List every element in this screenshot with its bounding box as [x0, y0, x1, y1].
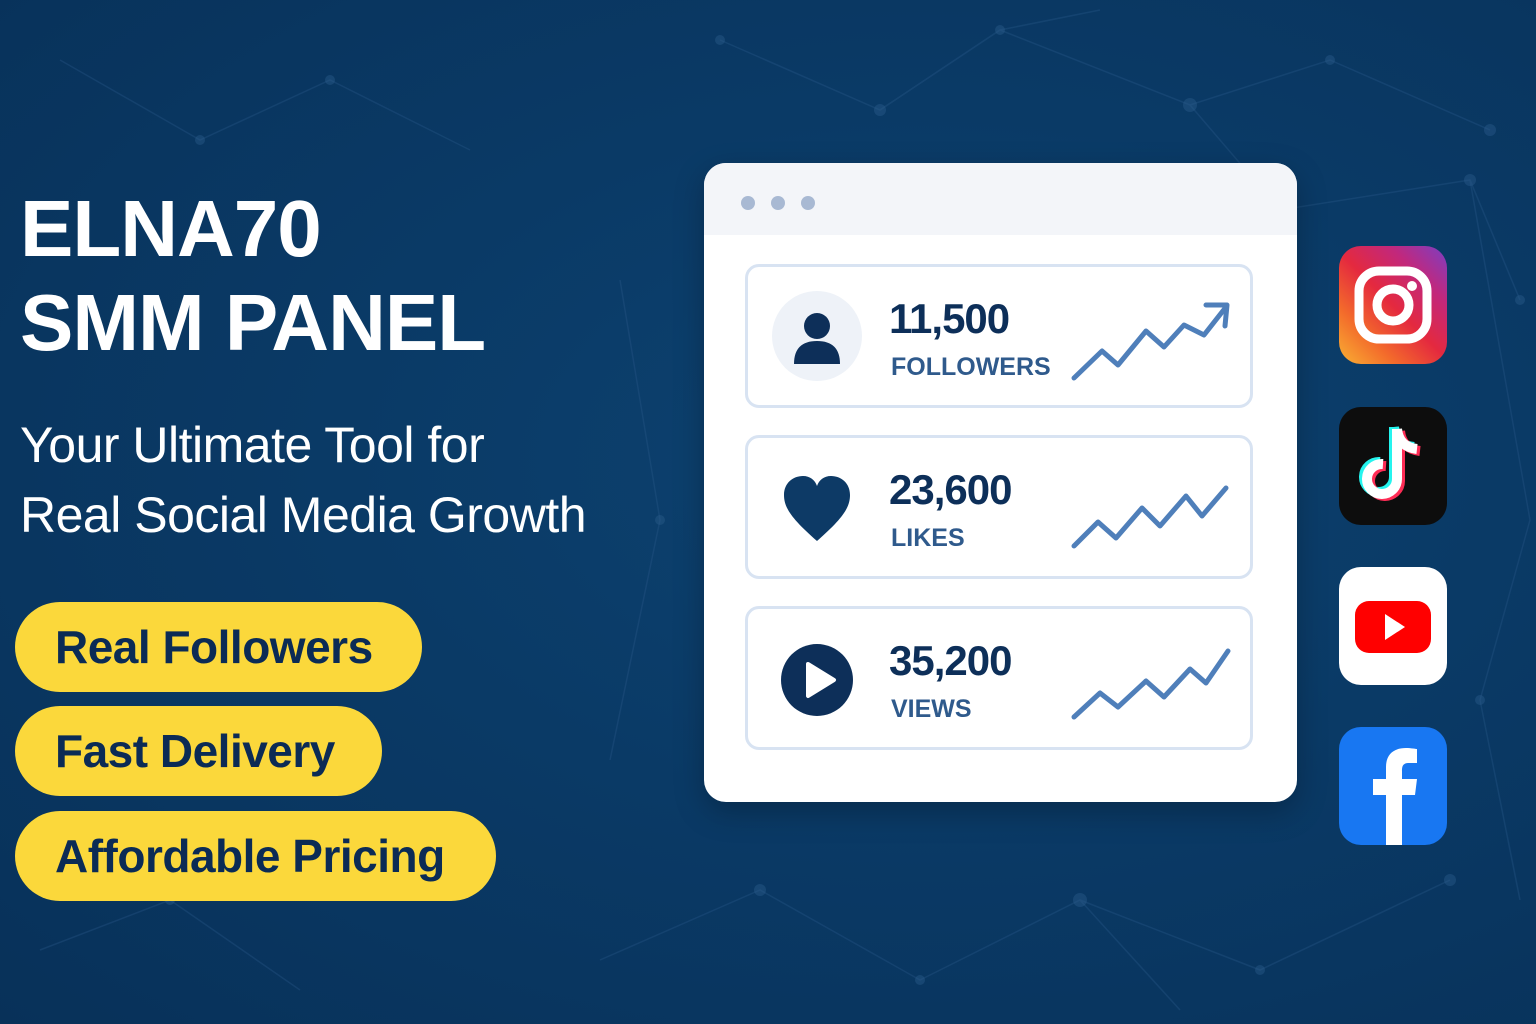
youtube-icon [1339, 567, 1447, 685]
title-line-1: ELNA70 [20, 184, 322, 273]
window-dot-icon [801, 196, 815, 210]
stat-card-views: 35,200 VIEWS [745, 606, 1253, 750]
stat-value: 11,500 [889, 295, 1010, 342]
window-title-bar [704, 163, 1297, 235]
tagline-line-1: Your Ultimate Tool for [20, 417, 485, 473]
feature-badge-real-followers: Real Followers [15, 602, 422, 692]
stat-value: 35,200 [889, 637, 1012, 684]
stat-value: 23,600 [889, 466, 1012, 513]
dashboard-window: 11,500 FOLLOWERS 23,600 LIKES 35,200 VIE… [704, 163, 1297, 802]
stat-card-followers: 11,500 FOLLOWERS [745, 264, 1253, 408]
feature-badge-affordable-pricing: Affordable Pricing [15, 811, 496, 901]
stat-label: LIKES [891, 524, 965, 552]
tiktok-icon [1339, 407, 1447, 525]
tagline: Your Ultimate Tool for Real Social Media… [20, 410, 587, 550]
stat-label: VIEWS [891, 695, 972, 723]
play-icon [781, 644, 853, 716]
stat-card-likes: 23,600 LIKES [745, 435, 1253, 579]
feature-badge-fast-delivery: Fast Delivery [15, 706, 382, 796]
heart-icon [784, 476, 850, 541]
tagline-line-2: Real Social Media Growth [20, 487, 587, 543]
trend-up-arrow-icon [1071, 302, 1230, 381]
page-title: ELNA70 SMM PANEL [20, 182, 486, 370]
window-dot-icon [741, 196, 755, 210]
facebook-icon [1339, 727, 1447, 845]
window-dot-icon [771, 196, 785, 210]
user-icon [772, 291, 862, 381]
instagram-icon [1339, 246, 1447, 364]
trend-line-icon [1071, 648, 1231, 720]
stat-label: FOLLOWERS [891, 353, 1051, 381]
title-line-2: SMM PANEL [20, 278, 486, 367]
trend-line-icon [1071, 485, 1229, 549]
